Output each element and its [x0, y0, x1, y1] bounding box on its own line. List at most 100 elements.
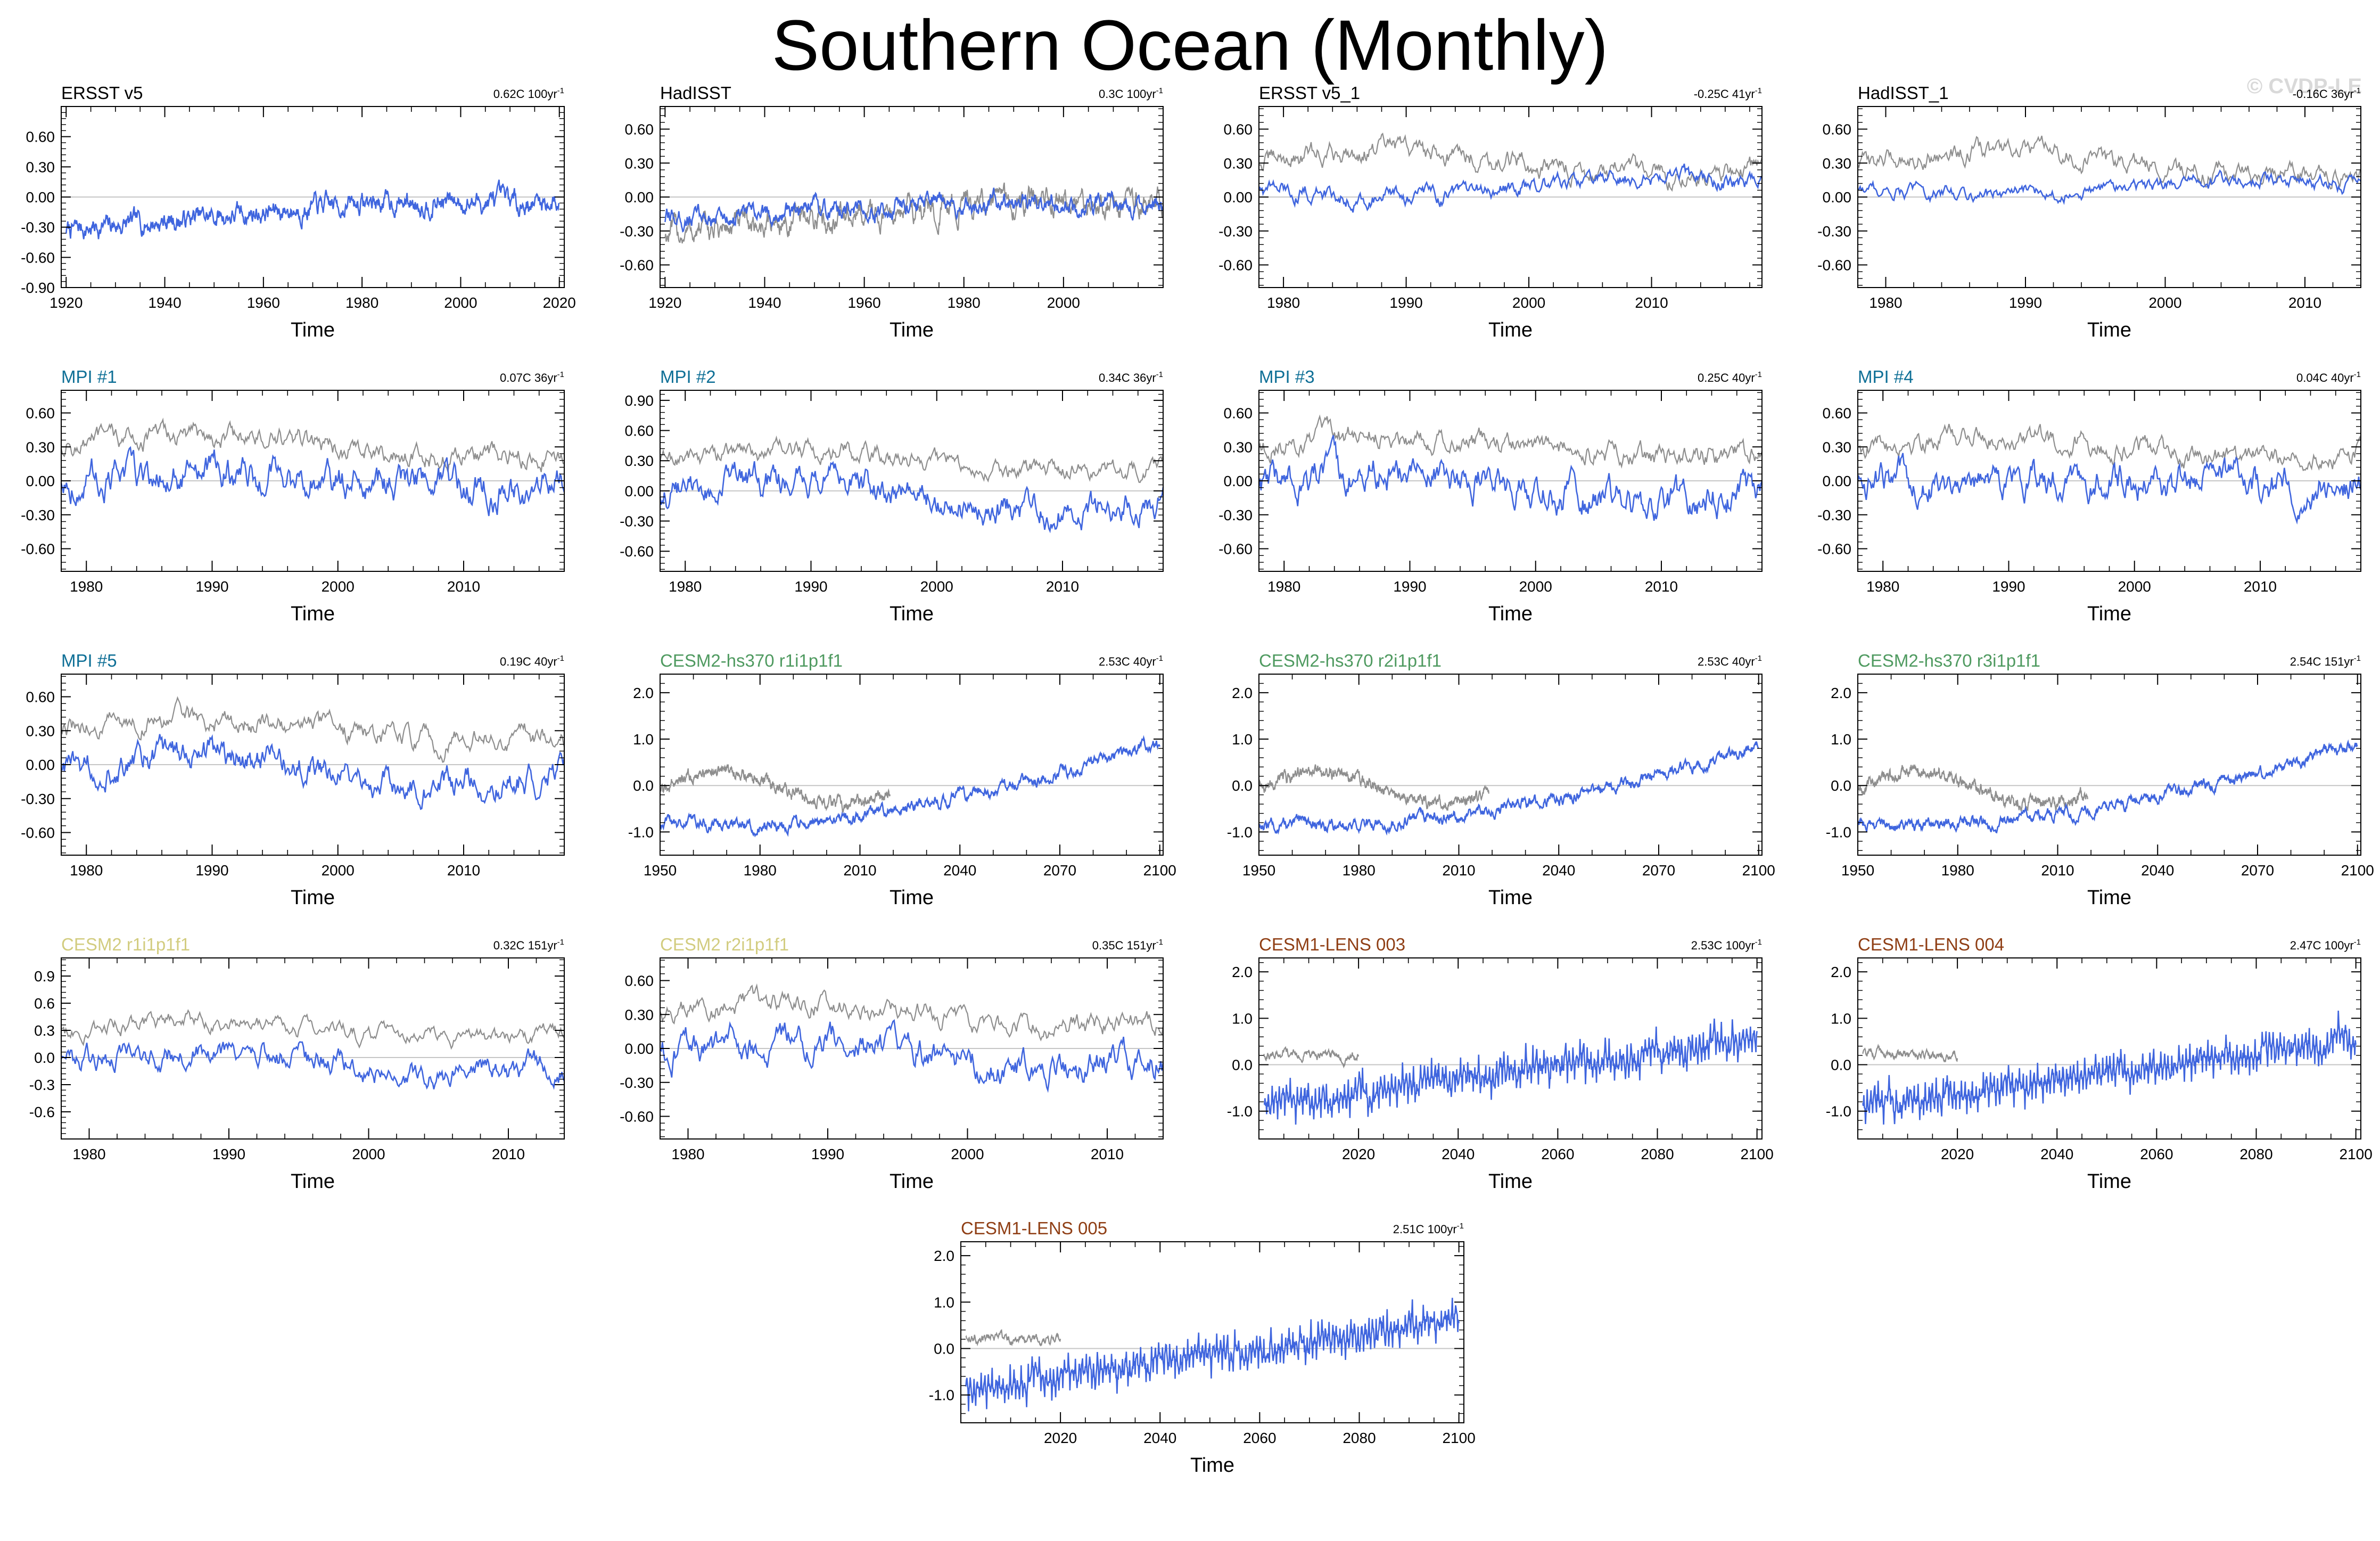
x-axis-label: Time: [1488, 603, 1533, 625]
panel-title: CESM2-hs370 r1i1p1f1: [660, 651, 843, 670]
y-tick-label: -1.0: [1227, 824, 1253, 840]
panel-title: MPI #1: [61, 367, 117, 387]
trend-exponent: -1: [1755, 938, 1762, 947]
x-tick-label: 1980: [70, 862, 103, 879]
y-tick-label: 0.00: [625, 1040, 654, 1057]
y-tick-label: 0.00: [625, 483, 654, 499]
y-tick-label: 0.00: [1224, 189, 1253, 206]
x-tick-label: 2000: [322, 578, 355, 595]
y-tick-label: -0.60: [1817, 541, 1851, 558]
x-tick-label: 2000: [951, 1146, 984, 1162]
x-tick-label: 2070: [2241, 862, 2274, 879]
x-tick-label: 2080: [1343, 1430, 1376, 1446]
trend-label: 2.53C 100yr-1: [1691, 938, 1762, 952]
trend-exponent: -1: [1156, 654, 1163, 663]
panel-title: CESM2-hs370 r2i1p1f1: [1259, 651, 1442, 670]
chart-panel: CESM1-LENS 003 2.53C 100yr-1 2020 2040 2060 2…: [1206, 926, 1774, 1193]
panel-title: MPI #5: [61, 651, 117, 670]
x-tick-label: 1950: [644, 862, 677, 879]
x-tick-label: 2010: [447, 578, 480, 595]
y-tick-label: -0.60: [21, 541, 55, 558]
y-tick-label: -0.60: [21, 825, 55, 841]
x-tick-label: 1950: [1841, 862, 1874, 879]
panel-title: HadISST: [660, 83, 731, 103]
model-series-line: [659, 735, 1160, 838]
y-tick-label: 0.0: [1831, 777, 1851, 794]
y-tick-label: 0.60: [625, 973, 654, 989]
y-tick-label: 2.0: [1232, 685, 1253, 701]
y-tick-label: 0.60: [26, 405, 55, 422]
trend-exponent: -1: [1156, 370, 1163, 379]
y-tick-label: 0.30: [625, 155, 654, 171]
x-axis-label: Time: [291, 603, 335, 625]
x-tick-label: 2040: [2040, 1146, 2073, 1162]
y-tick-label: 0.30: [26, 723, 55, 739]
y-tick-label: -0.60: [21, 249, 55, 266]
trend-exponent: -1: [2354, 86, 2361, 95]
x-tick-label: 2040: [2141, 862, 2174, 879]
x-tick-label: 1980: [1267, 294, 1300, 311]
y-tick-label: 1.0: [633, 731, 654, 748]
y-tick-label: -0.60: [620, 1109, 654, 1125]
panel-title: HadISST_1: [1858, 83, 1949, 103]
x-tick-label: 2100: [1442, 1430, 1475, 1446]
trend-label: 0.34C 36yr-1: [1099, 370, 1163, 384]
y-tick-label: 1.0: [1831, 1010, 1851, 1027]
x-tick-label: 1980: [70, 578, 103, 595]
x-tick-label: 1990: [212, 1146, 245, 1162]
trend-label: 0.07C 36yr-1: [500, 370, 564, 384]
trend-exponent: -1: [2354, 370, 2361, 379]
trend-label: 2.53C 40yr-1: [1698, 654, 1762, 668]
y-tick-label: -1.0: [1826, 824, 1851, 840]
trend-label: 0.25C 40yr-1: [1698, 370, 1762, 384]
chart-panel: CESM2-hs370 r3i1p1f1 2.54C 151yr-1 1950 198…: [1805, 642, 2374, 909]
obs-series-line: [1258, 414, 1763, 469]
x-axis-label: Time: [1488, 319, 1533, 341]
y-tick-label: 0.30: [625, 453, 654, 469]
y-tick-label: 0.60: [1224, 405, 1253, 422]
x-tick-label: 1980: [1941, 862, 1974, 879]
x-tick-label: 1980: [669, 578, 702, 595]
plot-frame: [1258, 674, 1763, 856]
chart-panel: ERSST v5 0.62C 100yr-1 1920 1940 1960 1980 200…: [8, 75, 576, 341]
y-tick-label: 0.60: [625, 423, 654, 439]
x-tick-label: 2000: [444, 294, 477, 311]
trend-exponent: -1: [557, 370, 564, 379]
y-tick-label: -0.6: [29, 1104, 55, 1120]
y-tick-label: -1.0: [1227, 1103, 1253, 1120]
plot-frame: [1258, 957, 1763, 1140]
y-tick-label: -0.30: [620, 1075, 654, 1091]
x-axis-label: Time: [1488, 1170, 1533, 1193]
trend-exponent: -1: [557, 654, 564, 663]
x-axis-label: Time: [291, 887, 335, 909]
y-tick-label: -0.90: [21, 280, 55, 296]
y-tick-label: 1.0: [1232, 731, 1253, 748]
obs-series-line: [1857, 764, 2088, 812]
trend-label: 2.54C 151yr-1: [2290, 654, 2361, 668]
y-tick-label: 0.90: [625, 392, 654, 409]
x-tick-label: 2010: [2041, 862, 2074, 879]
y-tick-label: 0.9: [34, 968, 55, 985]
y-tick-label: 0.0: [1831, 1057, 1851, 1073]
x-tick-label: 1990: [1393, 578, 1426, 595]
chart-panel: CESM2 r2i1p1f1 0.35C 151yr-1 1980 1990 2000 2…: [607, 926, 1164, 1193]
x-tick-label: 1980: [72, 1146, 105, 1162]
x-tick-label: 2010: [447, 862, 480, 879]
x-tick-label: 1980: [1267, 578, 1300, 595]
x-tick-label: 2040: [1143, 1430, 1176, 1446]
x-tick-label: 2100: [2341, 862, 2374, 879]
x-tick-label: 2010: [492, 1146, 525, 1162]
y-tick-label: 0.00: [1823, 473, 1852, 489]
x-tick-label: 1990: [794, 578, 827, 595]
chart-panel: CESM2 r1i1p1f1 0.32C 151yr-1 1980 1990 2000 2…: [8, 926, 565, 1193]
model-series-line: [60, 1041, 565, 1090]
y-tick-label: -0.60: [1817, 257, 1851, 274]
x-tick-label: 2010: [843, 862, 876, 879]
y-tick-label: 0.60: [625, 121, 654, 138]
model-series-line: [1263, 1018, 1758, 1125]
x-tick-label: 1980: [948, 294, 981, 311]
trend-exponent: -1: [1156, 938, 1163, 947]
model-series-line: [664, 187, 1164, 233]
y-tick-label: 2.0: [934, 1248, 954, 1264]
y-tick-label: 0.0: [934, 1341, 954, 1357]
